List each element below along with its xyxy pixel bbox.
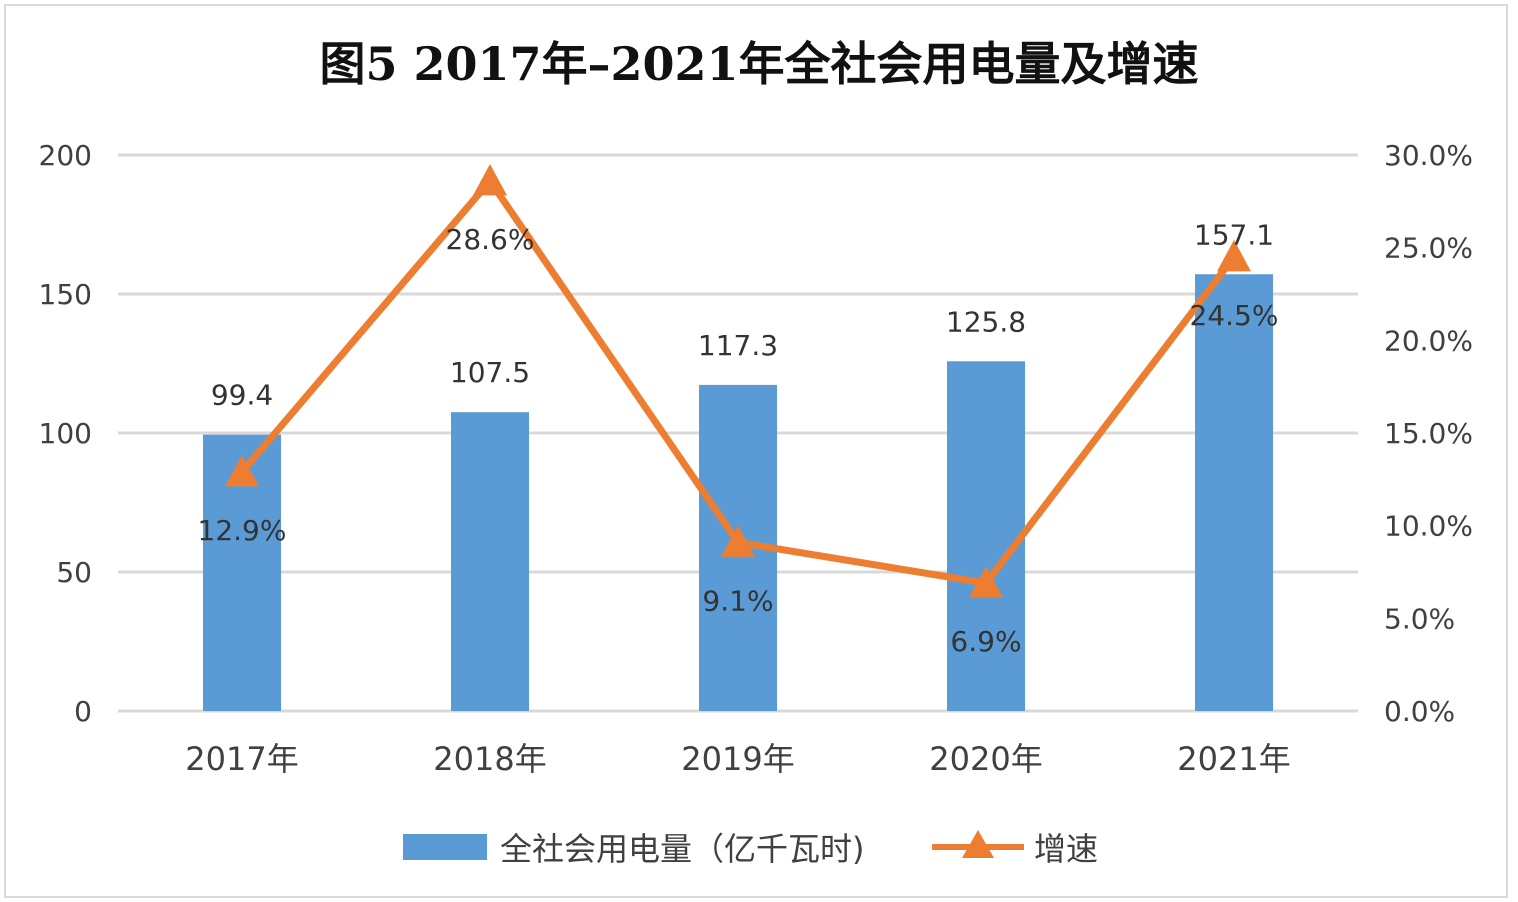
line-data-label: 6.9% — [950, 625, 1021, 658]
right-axis-tick: 10.0% — [1384, 510, 1473, 543]
legend-bar-label: 全社会用电量（亿千瓦时) — [500, 830, 865, 868]
bar-data-label: 99.4 — [211, 379, 273, 412]
line-point-marker — [721, 525, 755, 557]
bar-data-label: 107.5 — [450, 356, 530, 389]
chart-title: 图5 2017年–2021年全社会用电量及增速 — [319, 37, 1199, 91]
left-axis-tick: 50 — [56, 556, 92, 589]
bar — [451, 412, 529, 711]
x-axis-tick: 2017年 — [185, 740, 298, 778]
line-data-label: 12.9% — [198, 514, 287, 547]
bar — [1195, 274, 1273, 711]
right-axis-tick: 0.0% — [1384, 695, 1455, 728]
left-axis-tick: 150 — [39, 278, 92, 311]
right-axis-tick: 5.0% — [1384, 602, 1455, 635]
left-axis-tick: 100 — [39, 417, 92, 450]
x-axis-tick: 2020年 — [929, 740, 1042, 778]
line-data-label: 9.1% — [702, 584, 773, 617]
legend-bar-swatch — [403, 834, 487, 860]
right-axis-tick: 30.0% — [1384, 139, 1473, 172]
right-axis-tick: 25.0% — [1384, 232, 1473, 265]
line-point-marker — [473, 163, 507, 196]
right-axis-tick: 15.0% — [1384, 417, 1473, 450]
left-axis-tick: 0 — [74, 695, 92, 728]
left-axis-tick: 200 — [39, 139, 92, 172]
x-axis-tick: 2019年 — [681, 740, 794, 778]
line-data-label: 24.5% — [1190, 299, 1279, 332]
legend: 全社会用电量（亿千瓦时) 增速 — [0, 822, 1518, 872]
line-point-marker — [969, 566, 1003, 598]
bar-data-label: 157.1 — [1194, 218, 1274, 251]
legend-triangle-marker — [962, 830, 994, 858]
line-point-marker — [1217, 239, 1251, 272]
legend-line-label: 增速 — [1034, 830, 1099, 868]
right-axis-tick: 20.0% — [1384, 324, 1473, 357]
x-axis-tick: 2018年 — [433, 740, 546, 778]
x-axis-tick: 2021年 — [1177, 740, 1290, 778]
line-data-label: 28.6% — [446, 223, 535, 256]
bar — [947, 361, 1025, 711]
line-point-marker — [225, 454, 259, 487]
bar-data-label: 125.8 — [946, 305, 1026, 338]
bar-data-label: 117.3 — [698, 329, 778, 362]
